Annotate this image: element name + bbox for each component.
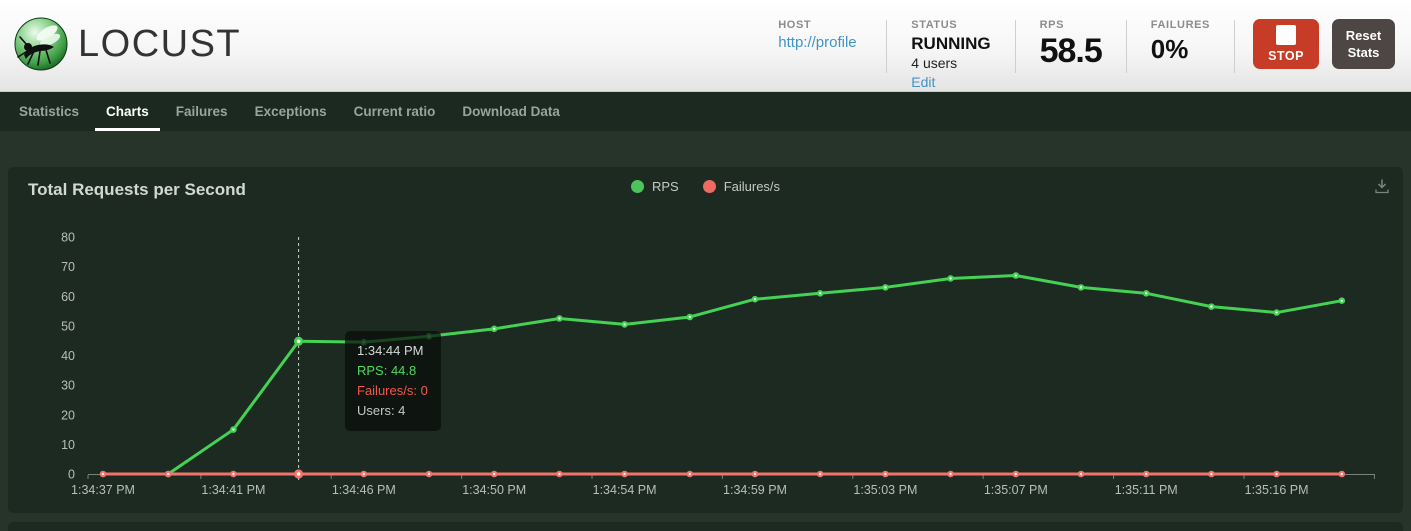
svg-text:1:34:50 PM: 1:34:50 PM (462, 483, 526, 497)
download-icon[interactable] (1373, 177, 1391, 195)
status-value: RUNNING (911, 34, 991, 53)
divider (1014, 20, 1016, 73)
svg-text:1:34:37 PM: 1:34:37 PM (71, 483, 135, 497)
legend-dot-failures (702, 180, 716, 193)
edit-link[interactable]: Edit (911, 74, 936, 90)
tab-current-ratio[interactable]: Current ratio (353, 104, 436, 119)
svg-text:30: 30 (61, 379, 75, 393)
tab-charts[interactable]: Charts (95, 92, 160, 131)
rps-label: RPS (1039, 19, 1065, 31)
locust-logo-icon (14, 17, 68, 71)
logo-link[interactable]: LOCUST (14, 17, 241, 71)
svg-text:50: 50 (61, 319, 75, 333)
legend-item-failures[interactable]: Failures/s (702, 179, 780, 194)
svg-text:1:34:59 PM: 1:34:59 PM (723, 483, 787, 497)
top-header: LOCUST HOST http://profile STATUS RUNNIN… (0, 0, 1411, 92)
stop-button[interactable]: STOP (1253, 19, 1319, 69)
tab-download-data[interactable]: Download Data (462, 104, 560, 119)
svg-text:1:35:16 PM: 1:35:16 PM (1245, 483, 1309, 497)
failures-label: FAILURES (1150, 19, 1210, 31)
chart-title: Total Requests per Second (28, 180, 246, 199)
tab-exceptions[interactable]: Exceptions (254, 104, 327, 119)
rps-chart-panel: Total Requests per Second RPS Failures/s… (8, 167, 1403, 513)
rps-value: 58.5 (1039, 32, 1103, 70)
svg-text:1:34:46 PM: 1:34:46 PM (332, 483, 396, 497)
svg-text:40: 40 (61, 349, 75, 363)
legend-item-rps[interactable]: RPS (630, 179, 679, 194)
next-chart-panel-top (8, 522, 1403, 531)
svg-text:20: 20 (61, 408, 75, 422)
svg-text:80: 80 (61, 231, 75, 245)
tab-statistics[interactable]: Statistics (19, 104, 80, 119)
reset-stats-button[interactable]: Reset Stats (1332, 19, 1395, 69)
svg-text:60: 60 (61, 290, 75, 304)
svg-text:1:35:11 PM: 1:35:11 PM (1115, 483, 1178, 497)
svg-text:10: 10 (61, 438, 75, 452)
tab-failures[interactable]: Failures (175, 104, 228, 119)
host-value-link[interactable]: http://profile (778, 34, 857, 51)
stop-button-label: STOP (1268, 49, 1304, 63)
svg-text:0: 0 (68, 468, 75, 482)
svg-text:1:35:03 PM: 1:35:03 PM (853, 483, 917, 497)
divider (886, 20, 888, 73)
nav-bar: Statistics Charts Failures Exceptions Cu… (0, 92, 1411, 131)
svg-text:70: 70 (61, 260, 75, 274)
failures-value: 0% (1150, 34, 1189, 64)
host-label: HOST (778, 19, 812, 31)
rps-section: RPS 58.5 (1036, 19, 1106, 68)
status-section: STATUS RUNNING 4 users Edit (907, 19, 994, 92)
host-section: HOST http://profile (774, 19, 866, 51)
failures-section: FAILURES 0% (1147, 19, 1214, 64)
svg-text:1:34:54 PM: 1:34:54 PM (593, 483, 657, 497)
header-stats: HOST http://profile STATUS RUNNING 4 use… (774, 0, 1395, 92)
stop-square-icon (1276, 25, 1296, 45)
main-content: Total Requests per Second RPS Failures/s… (0, 131, 1411, 531)
svg-text:1:34:41 PM: 1:34:41 PM (201, 483, 265, 497)
legend-dot-rps (630, 180, 644, 193)
svg-text:1:35:07 PM: 1:35:07 PM (984, 483, 1048, 497)
divider (1125, 20, 1127, 73)
chart-legend: RPS Failures/s (8, 179, 1403, 194)
divider (1234, 20, 1235, 73)
status-users: 4 users (911, 55, 958, 71)
rps-chart-svg[interactable]: 0 10 20 30 40 50 60 70 80 1:34:37 PM 1:34:41 PM 1:3… (8, 167, 1403, 513)
status-label: STATUS (911, 19, 958, 31)
logo-text: LOCUST (78, 22, 242, 65)
